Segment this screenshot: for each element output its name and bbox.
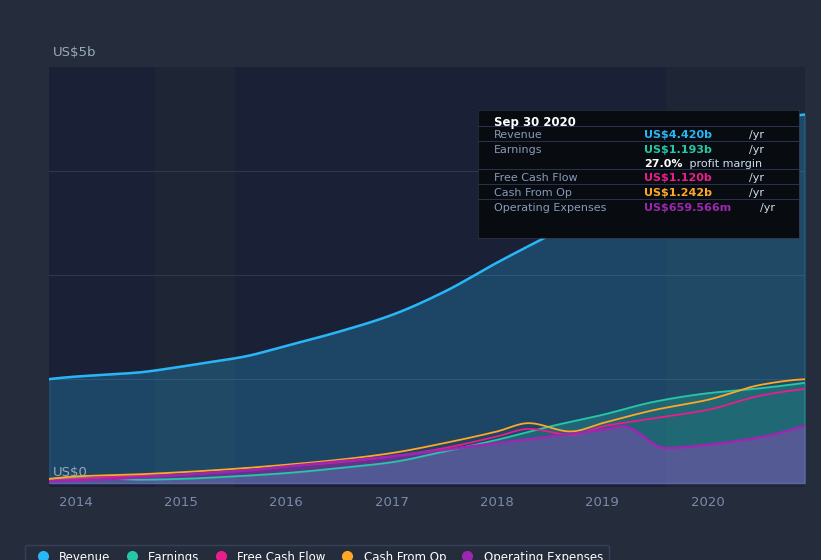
Text: /yr: /yr bbox=[760, 203, 775, 213]
Text: US$5b: US$5b bbox=[53, 46, 97, 59]
Legend: Revenue, Earnings, Free Cash Flow, Cash From Op, Operating Expenses: Revenue, Earnings, Free Cash Flow, Cash … bbox=[25, 545, 609, 560]
Text: US$1.193b: US$1.193b bbox=[644, 145, 713, 155]
Text: US$1.120b: US$1.120b bbox=[644, 173, 712, 183]
Bar bbox=[666, 67, 805, 487]
Text: 27.0%: 27.0% bbox=[644, 159, 683, 169]
Text: US$659.566m: US$659.566m bbox=[644, 203, 732, 213]
Text: /yr: /yr bbox=[749, 130, 764, 140]
Text: Sep 30 2020: Sep 30 2020 bbox=[493, 116, 576, 129]
Text: profit margin: profit margin bbox=[686, 159, 763, 169]
Text: Cash From Op: Cash From Op bbox=[493, 188, 571, 198]
Text: /yr: /yr bbox=[749, 173, 764, 183]
Text: US$0: US$0 bbox=[53, 466, 88, 479]
Text: /yr: /yr bbox=[749, 145, 764, 155]
Bar bbox=[154, 67, 234, 487]
Text: US$1.242b: US$1.242b bbox=[644, 188, 713, 198]
Text: Free Cash Flow: Free Cash Flow bbox=[493, 173, 577, 183]
Text: /yr: /yr bbox=[749, 188, 764, 198]
Text: Revenue: Revenue bbox=[493, 130, 543, 140]
Text: Operating Expenses: Operating Expenses bbox=[493, 203, 606, 213]
Text: Earnings: Earnings bbox=[493, 145, 542, 155]
Text: US$4.420b: US$4.420b bbox=[644, 130, 713, 140]
